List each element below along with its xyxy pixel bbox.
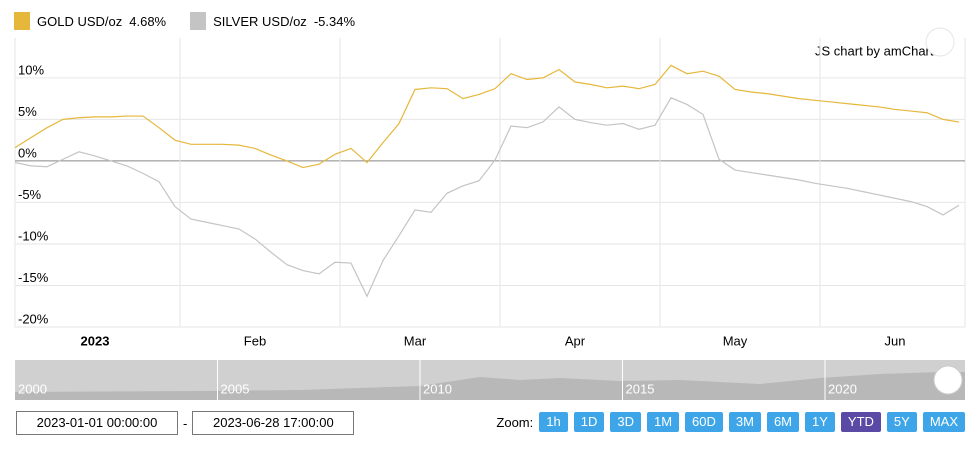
zoom-button[interactable]: 3D bbox=[610, 412, 641, 432]
zoom-button[interactable]: 3M bbox=[728, 412, 761, 432]
legend: GOLD USD/oz 4.68% SILVER USD/oz -5.34% bbox=[14, 12, 355, 30]
zoom-button[interactable]: 1M bbox=[646, 412, 680, 432]
date-range: 2023-01-01 00:00:00 - 2023-06-28 17:00:0… bbox=[16, 411, 355, 435]
zoom-button[interactable]: 1h bbox=[539, 412, 568, 432]
navigator-label: 2020 bbox=[828, 381, 857, 396]
x-tick-label: Feb bbox=[244, 333, 266, 348]
zoom-button[interactable]: MAX bbox=[922, 412, 965, 432]
date-to[interactable]: 2023-06-28 17:00:00 bbox=[192, 411, 355, 435]
zoom-button[interactable]: 60D bbox=[685, 412, 723, 432]
x-tick-label: 2023 bbox=[81, 333, 110, 348]
x-tick-label: May bbox=[723, 333, 748, 348]
credit: JS chart by amCharts bbox=[815, 43, 940, 58]
navigator-label: 2015 bbox=[626, 381, 655, 396]
x-tick-label: Jun bbox=[885, 333, 906, 348]
chart-button[interactable] bbox=[925, 27, 955, 57]
legend-label: SILVER USD/oz bbox=[213, 13, 307, 29]
zoom: Zoom: 1h 1D 3D 1M 60D 3M 6M 1Y YTD 5Y MAX bbox=[496, 412, 965, 432]
series-line bbox=[14, 64, 960, 169]
x-tick-label: Mar bbox=[404, 333, 427, 348]
legend-value: 4.68% bbox=[129, 13, 167, 29]
y-tick-label: -20% bbox=[18, 311, 49, 326]
legend-swatch bbox=[190, 12, 207, 30]
y-tick-label: 10% bbox=[18, 62, 44, 77]
y-tick-label: 0% bbox=[18, 145, 37, 160]
zoom-label: Zoom: bbox=[496, 414, 534, 430]
y-tick-label: -15% bbox=[18, 270, 49, 285]
scroll-handle[interactable] bbox=[933, 365, 963, 395]
zoom-button[interactable]: 1D bbox=[573, 412, 605, 432]
navigator-label: 2000 bbox=[18, 381, 47, 396]
navigator-area bbox=[15, 372, 965, 400]
navigator-label: 2010 bbox=[423, 381, 452, 396]
y-tick-label: 5% bbox=[18, 104, 37, 119]
legend-item[interactable]: SILVER USD/oz -5.34% bbox=[190, 12, 355, 30]
series-line bbox=[14, 97, 960, 298]
y-tick-label: -10% bbox=[18, 228, 49, 243]
date-separator: - bbox=[183, 415, 188, 431]
zoom-button[interactable]: YTD bbox=[840, 412, 881, 432]
navigator-label: 2005 bbox=[221, 381, 250, 396]
date-from[interactable]: 2023-01-01 00:00:00 bbox=[16, 411, 178, 435]
zoom-button[interactable]: 6M bbox=[766, 412, 800, 432]
x-tick-label: Apr bbox=[565, 333, 586, 348]
y-tick-label: -5% bbox=[18, 187, 42, 202]
legend-label: GOLD USD/oz bbox=[37, 13, 123, 29]
legend-swatch bbox=[14, 12, 30, 30]
zoom-button[interactable]: 5Y bbox=[886, 412, 917, 432]
legend-value: -5.34% bbox=[313, 13, 356, 29]
legend-item[interactable]: GOLD USD/oz 4.68% bbox=[14, 12, 166, 30]
zoom-button[interactable]: 1Y bbox=[805, 412, 835, 432]
